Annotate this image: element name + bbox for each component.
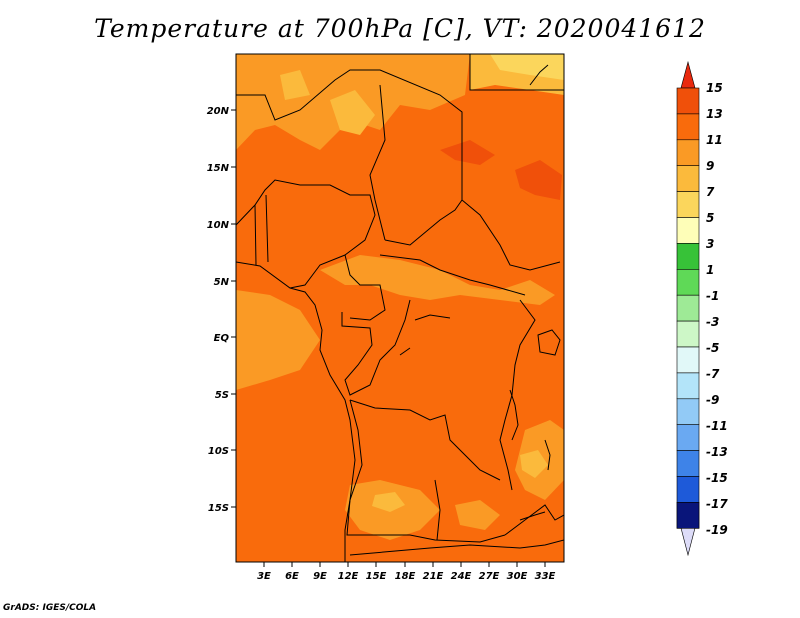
- colorbar-label: -15: [706, 471, 728, 485]
- border-south: [349, 539, 564, 556]
- field-cool-west: [236, 290, 320, 390]
- colorbar-segment: [676, 165, 700, 192]
- colorbar-label: 7: [706, 185, 715, 199]
- colorbar: [676, 60, 700, 557]
- colorbar-bottom-arrow: [680, 527, 696, 557]
- coastline-west: [236, 261, 356, 562]
- colorbar-segment: [676, 268, 700, 296]
- border-chad-car: [384, 199, 463, 246]
- lat-label: 10N: [207, 220, 230, 231]
- colorbar-segment: [676, 87, 700, 115]
- lon-label: 15E: [366, 571, 387, 582]
- colorbar-label: 1: [706, 263, 714, 277]
- lon-label: 9E: [313, 571, 327, 582]
- lat-label: 15N: [207, 163, 230, 174]
- lon-label: 3E: [257, 571, 271, 582]
- lon-label: 21E: [423, 571, 444, 582]
- lon-label: 18E: [395, 571, 416, 582]
- colorbar-segment: [676, 113, 700, 141]
- colorbar-segment: [676, 424, 700, 451]
- border-nigeria: [236, 179, 376, 289]
- lat-label: 20N: [207, 106, 230, 117]
- colorbar-label: -1: [706, 289, 719, 303]
- grads-credit: GrADS: IGES/COLA: [3, 603, 97, 613]
- field-cool-band: [320, 255, 555, 305]
- map-frame: [235, 53, 565, 563]
- border-zambia: [504, 504, 564, 536]
- colorbar-label: -5: [706, 341, 719, 355]
- colorbar-segment: [676, 450, 700, 477]
- colorbar-label: 11: [706, 133, 723, 147]
- colorbar-segment: [676, 243, 700, 270]
- colorbar-label: 5: [706, 211, 714, 225]
- colorbar-label: 9: [706, 159, 714, 173]
- lon-label: 30E: [507, 571, 528, 582]
- country-borders: [236, 54, 564, 562]
- lon-label: 33E: [535, 571, 556, 582]
- field-cooler-south: [372, 450, 548, 512]
- lat-axis: 20N 15N 10N 5N EQ 5S 10S 15S: [207, 106, 236, 514]
- colorbar-label: -9: [706, 393, 719, 407]
- lon-label: 6E: [285, 571, 299, 582]
- lake-kariba: [519, 511, 546, 521]
- colorbar-labels: 15 13 11 9 7 5 3 1 -1 -3 -5 -7 -9 -11 -1…: [706, 81, 728, 537]
- lat-label: 5S: [215, 390, 229, 401]
- lat-label: 15S: [208, 503, 229, 514]
- lon-label: 24E: [451, 571, 472, 582]
- border-cameroon: [344, 254, 386, 321]
- temperature-field: [236, 54, 564, 562]
- lon-axis: 3E 6E 9E 12E 15E 18E 21E 24E 27E 30E 33E: [257, 562, 556, 582]
- colorbar-label: -11: [706, 419, 728, 433]
- colorbar-label: -7: [706, 367, 720, 381]
- border-chad-west: [369, 84, 386, 241]
- border-angola-zambia: [434, 479, 441, 541]
- colorbar-label: -13: [706, 445, 728, 459]
- red-sea-coast: [529, 64, 549, 86]
- border-north: [236, 69, 463, 200]
- colorbar-segment: [676, 502, 700, 529]
- border-car: [379, 254, 526, 296]
- colorbar-label: 13: [706, 107, 723, 121]
- lat-label: EQ: [214, 333, 230, 344]
- field-cooler-north: [280, 54, 564, 135]
- colorbar-segment: [676, 346, 700, 374]
- lat-label: 10S: [208, 446, 229, 457]
- colorbar-label: 15: [706, 81, 723, 95]
- colorbar-segment: [676, 320, 700, 348]
- colorbar-label: 3: [706, 237, 714, 251]
- border-angola: [346, 399, 506, 543]
- colorbar-segment: [676, 476, 700, 503]
- lat-label: 5N: [214, 277, 230, 288]
- lon-label: 27E: [479, 571, 500, 582]
- river-congo: [399, 314, 451, 356]
- lon-label: 12E: [338, 571, 359, 582]
- border-benin-togo: [254, 194, 269, 266]
- field-coolest-ne: [490, 54, 564, 80]
- colorbar-segment: [676, 372, 700, 400]
- border-libya-egypt: [469, 54, 564, 91]
- colorbar-top-arrow: [680, 60, 696, 89]
- lake-victoria: [537, 329, 561, 356]
- colorbar-segment: [676, 139, 700, 167]
- colorbar-label: -3: [706, 315, 719, 329]
- colorbar-segment: [676, 398, 700, 425]
- map-title: Temperature at 700hPa [C], VT: 202004161…: [94, 14, 706, 43]
- border-drc-south: [349, 399, 501, 481]
- lake-tanganyika: [509, 389, 519, 441]
- colorbar-segment: [676, 191, 700, 218]
- lake-malawi: [544, 439, 551, 471]
- border-gabon-congo: [341, 299, 411, 396]
- colorbar-label: -19: [706, 523, 728, 537]
- colorbar-label: -17: [706, 497, 728, 511]
- field-warm-sudan: [440, 140, 562, 200]
- colorbar-segment: [676, 294, 700, 322]
- colorbar-segment: [676, 217, 700, 244]
- border-sudan: [461, 199, 561, 271]
